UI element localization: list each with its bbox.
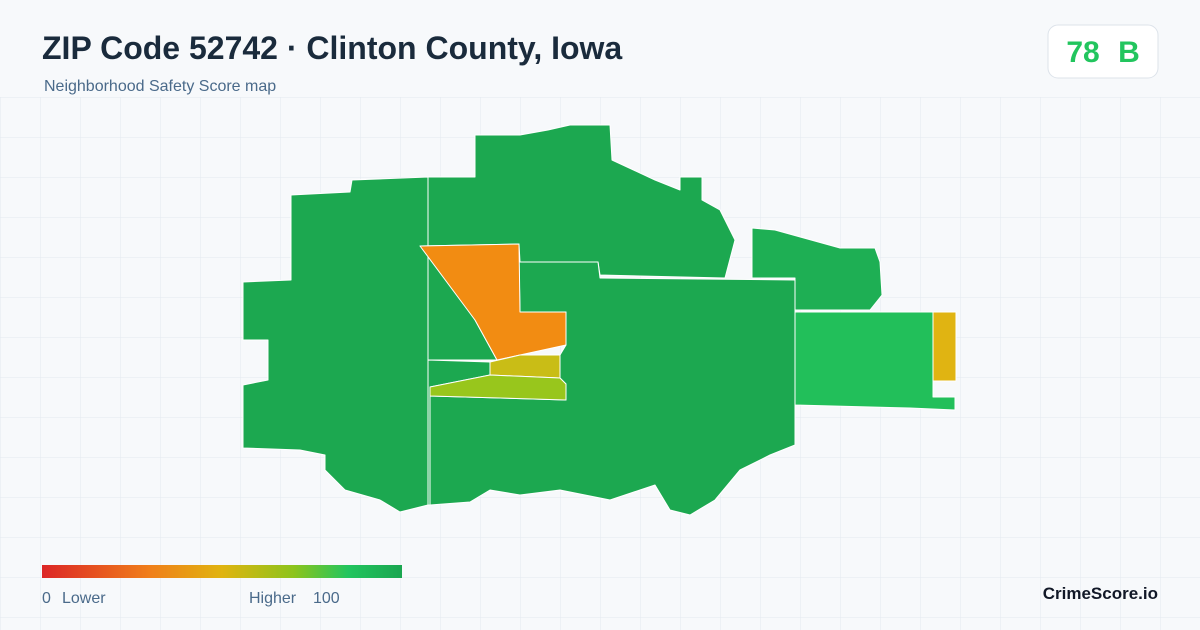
region bbox=[794, 311, 956, 411]
subtitle: Neighborhood Safety Score map bbox=[44, 78, 276, 95]
region bbox=[751, 227, 883, 311]
score-box bbox=[1047, 24, 1159, 79]
legend-max: 100 bbox=[313, 590, 340, 607]
legend-min-label: Lower bbox=[62, 590, 106, 607]
region bbox=[419, 243, 567, 361]
map bbox=[242, 124, 957, 516]
brand: CrimeScore.io bbox=[1043, 584, 1158, 603]
region bbox=[932, 311, 957, 382]
legend-min: 0 bbox=[42, 590, 51, 607]
region bbox=[429, 374, 567, 401]
region bbox=[489, 354, 561, 379]
score-grade: B bbox=[1118, 36, 1140, 69]
title: ZIP Code 52742 · Clinton County, Iowa bbox=[42, 30, 622, 66]
score-value: 78 bbox=[1066, 36, 1099, 69]
legend-max-label: Higher bbox=[249, 590, 297, 607]
legend-bar bbox=[42, 565, 402, 578]
